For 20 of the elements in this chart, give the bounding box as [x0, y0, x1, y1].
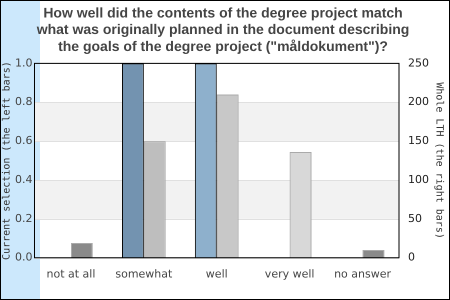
y-tick-label: 1.0 [14, 56, 32, 70]
y2-axis-title: Whole LTH (the right bars) [433, 82, 444, 239]
y-tick-label: 0.6 [14, 134, 32, 148]
y2-tick-label: 100 [408, 172, 430, 186]
y-tick-label: 0.0 [14, 250, 32, 264]
x-tick-label: somewhat [115, 267, 174, 280]
y2-tick-label: 150 [408, 134, 430, 148]
y-tick-label: 0.2 [14, 212, 32, 225]
y-tick-label: 0.8 [14, 95, 32, 108]
chart-title: How well did the contents of the degree project match what was originally planned in the document describing the goals of the degree project ("måldokument")? [36, 4, 410, 54]
y2-tick-label: 50 [408, 212, 422, 225]
y2-tick-label: 200 [408, 95, 430, 108]
x-tick-label: very well [264, 267, 314, 280]
x-tick-label: well [206, 267, 228, 280]
y-axis-title: Current selection (the left bars) [2, 61, 13, 260]
y-tick-label: 0.4 [14, 172, 32, 186]
x-tick-label: no answer [334, 267, 392, 280]
x-tick-label: not at all [46, 267, 96, 280]
y2-tick-label: 250 [408, 56, 430, 70]
y2-tick-label: 0 [408, 250, 416, 264]
